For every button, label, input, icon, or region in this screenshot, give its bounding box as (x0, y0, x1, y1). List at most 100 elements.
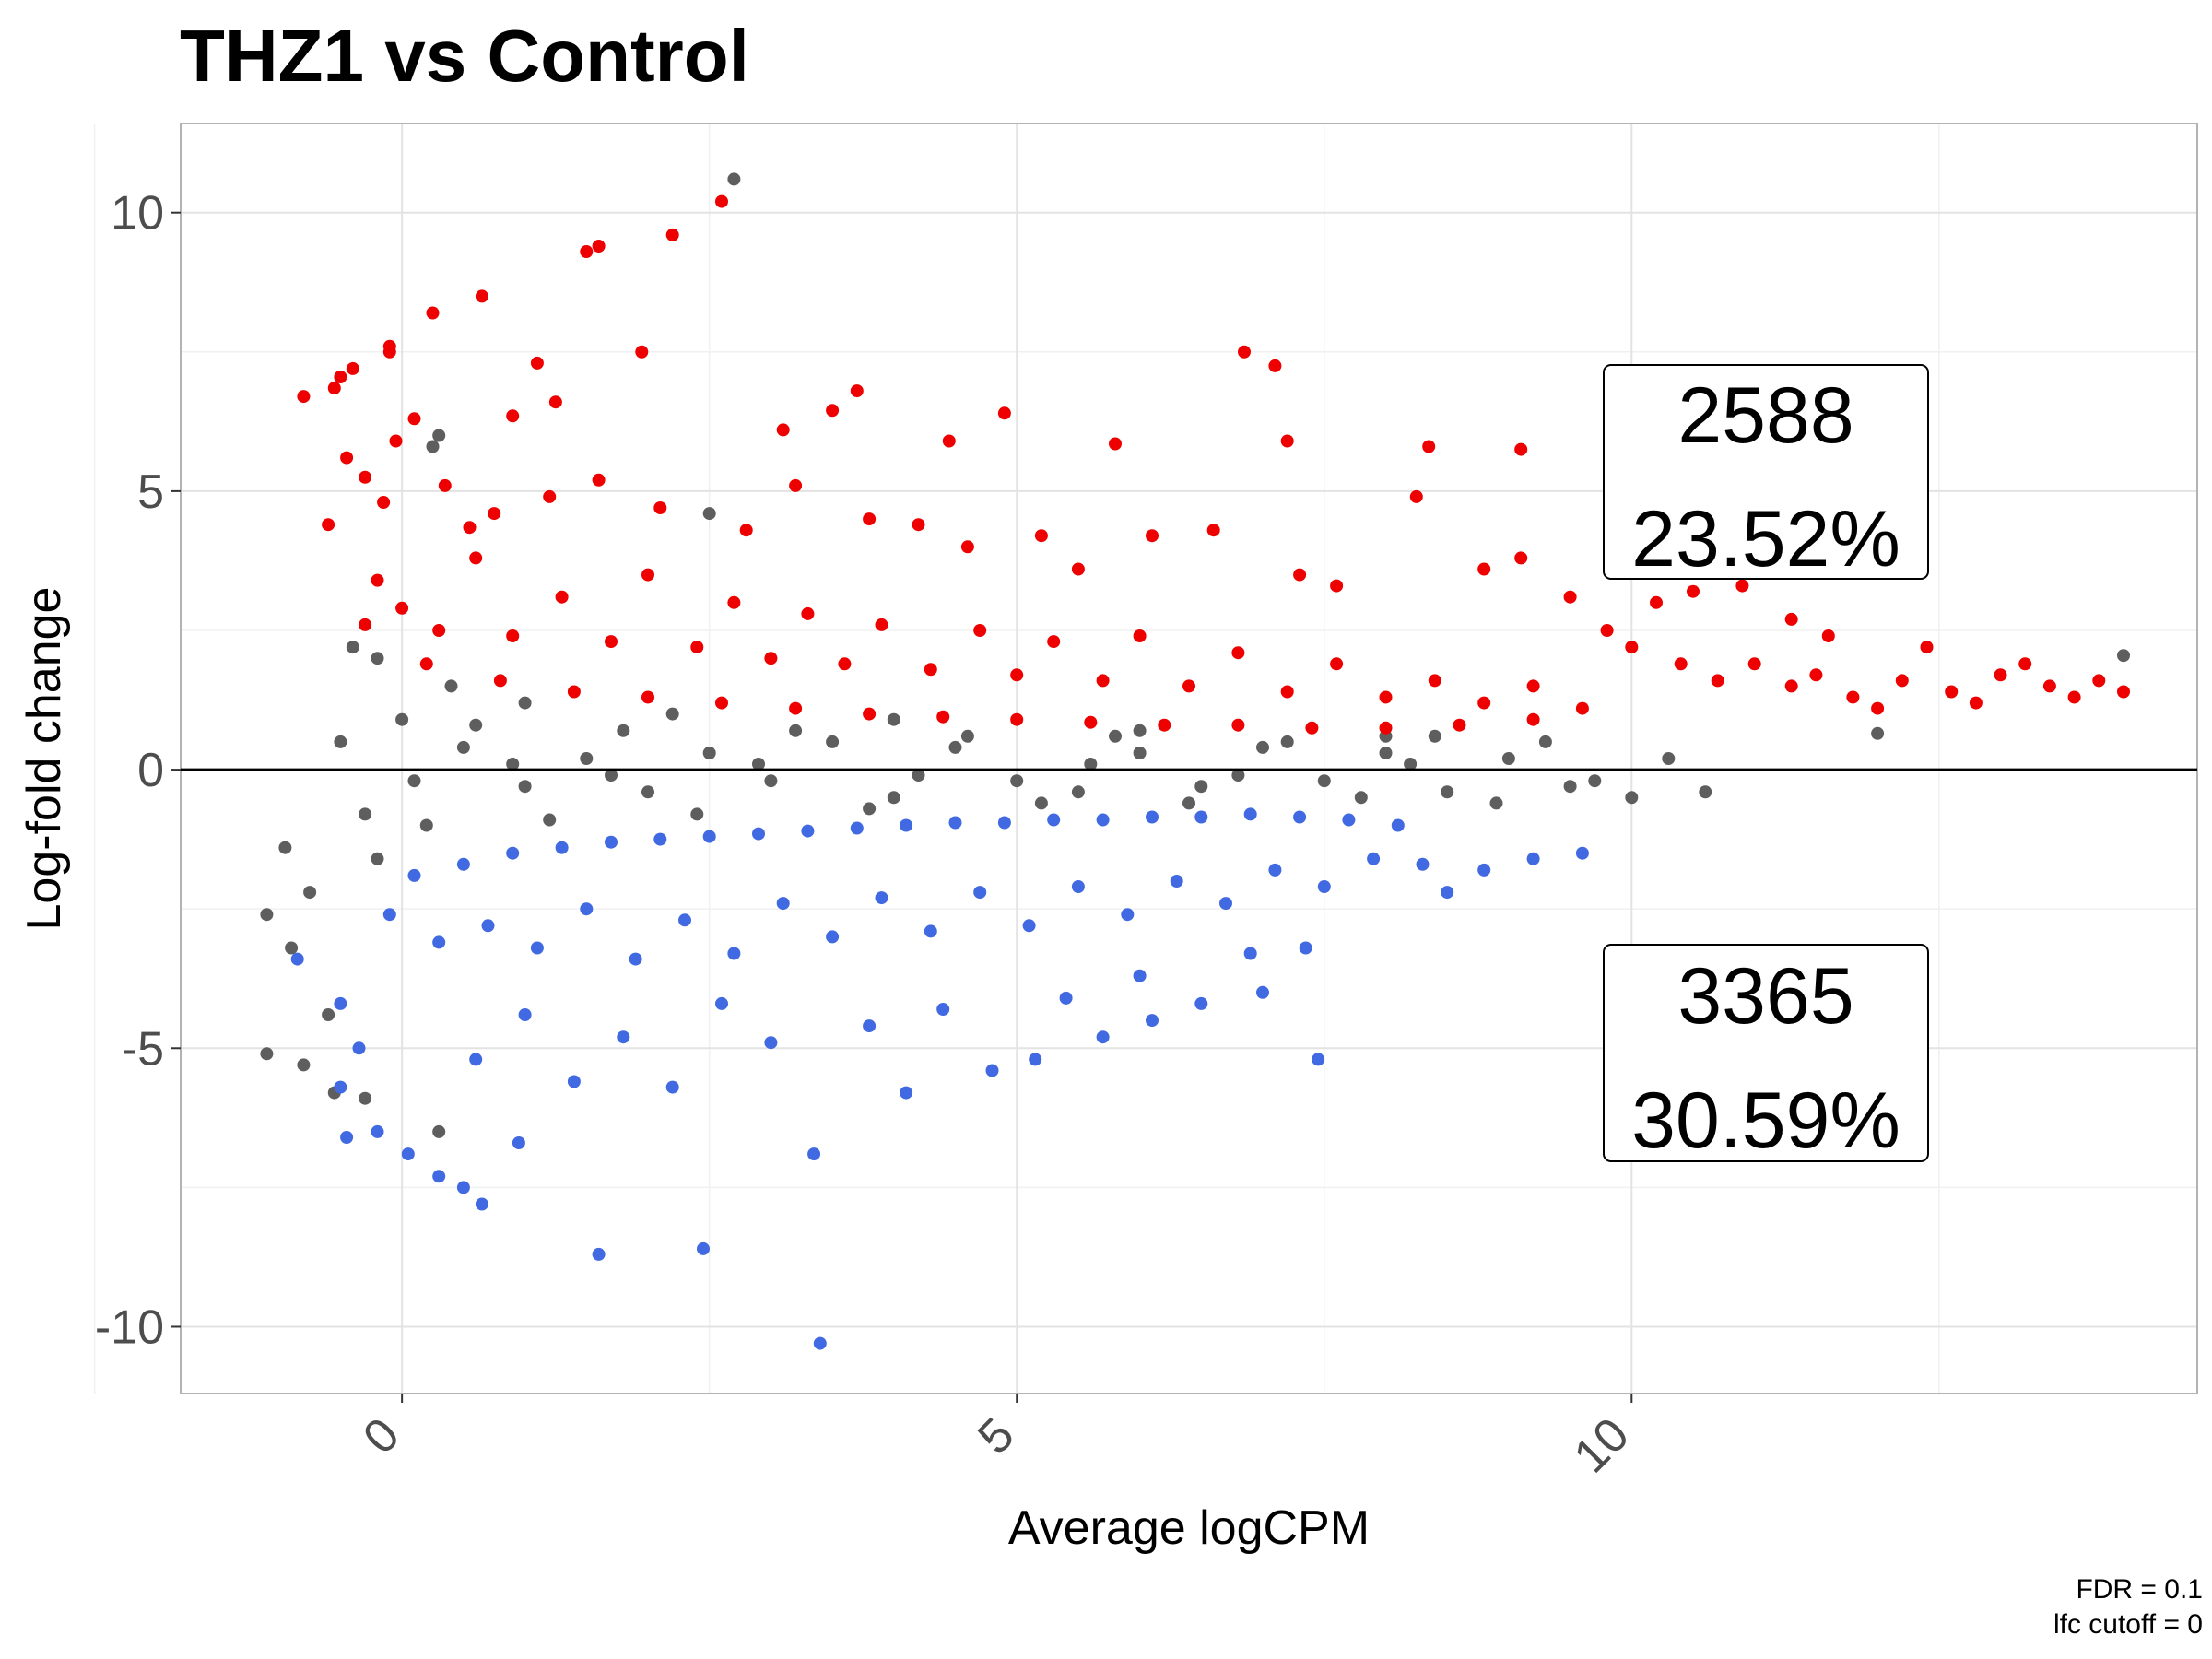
up-point (838, 657, 852, 671)
up-point (850, 384, 864, 398)
y-axis-ticks: -10 -5 0 5 10 (95, 187, 181, 1354)
up-point (1330, 657, 1344, 671)
down-point (1059, 991, 1073, 1005)
down-point (1342, 813, 1356, 827)
y-tick-label: -5 (122, 1022, 164, 1076)
up-annotation-box (1603, 364, 1929, 580)
down-regulated-points (290, 807, 1589, 1350)
ns-point (444, 679, 458, 693)
down-point (352, 1041, 366, 1055)
up-point (1526, 712, 1540, 726)
up-point (826, 404, 840, 418)
up-point (1010, 668, 1024, 682)
up-point (635, 345, 649, 359)
up-point (1821, 629, 1835, 642)
up-point (1238, 345, 1251, 359)
ns-point (1441, 785, 1454, 799)
down-point (1575, 846, 1589, 860)
up-point (389, 434, 403, 448)
up-point (567, 685, 581, 699)
ns-point (1538, 735, 1552, 748)
down-point (371, 1124, 384, 1138)
up-point (727, 595, 741, 609)
down-point (334, 996, 347, 1010)
ns-point (752, 758, 765, 771)
down-point (580, 902, 594, 916)
ns-point (1317, 774, 1331, 788)
ns-point (426, 440, 440, 453)
up-point (334, 371, 347, 383)
up-point (1034, 529, 1048, 543)
down-point (1367, 852, 1381, 865)
up-point (1280, 685, 1294, 699)
up-point (463, 521, 477, 535)
up-point (960, 540, 974, 554)
up-point (1514, 551, 1528, 565)
ns-point (303, 886, 317, 900)
ns-point (1182, 796, 1195, 810)
down-point (678, 913, 691, 927)
down-point (1391, 818, 1405, 832)
down-point (697, 1241, 710, 1255)
down-point (1219, 897, 1232, 911)
down-point (1243, 947, 1257, 960)
up-point (1846, 690, 1860, 704)
up-point (1477, 562, 1491, 576)
up-point (506, 629, 520, 642)
up-point (1305, 721, 1319, 735)
x-tick-label: 5 (968, 1407, 1024, 1464)
up-point (371, 573, 384, 587)
ns-point (1084, 758, 1098, 771)
up-point (776, 423, 790, 437)
ns-point (1489, 796, 1503, 810)
down-point (290, 952, 304, 966)
up-point (327, 382, 341, 395)
down-point (1312, 1053, 1325, 1066)
down-point (1194, 996, 1208, 1010)
down-point (1146, 810, 1159, 824)
up-point (1945, 685, 1959, 699)
down-point (1416, 857, 1430, 871)
ns-point (432, 1124, 446, 1138)
down-annotation-box (1603, 944, 1929, 1162)
up-point (382, 339, 396, 353)
down-point (985, 1064, 999, 1077)
ns-point (1588, 774, 1602, 788)
ns-point (1501, 752, 1515, 765)
up-point (1563, 590, 1577, 604)
down-point (512, 1136, 525, 1149)
ns-point (518, 696, 532, 710)
up-point (426, 306, 440, 320)
ns-point (764, 774, 778, 788)
down-point (875, 891, 888, 905)
ns-point (419, 818, 433, 832)
up-point (1650, 595, 1663, 609)
up-point (322, 518, 335, 532)
up-point (715, 696, 728, 710)
down-point (506, 846, 520, 860)
ns-point (371, 652, 384, 665)
x-tick-label: 10 (1564, 1407, 1640, 1483)
up-point (592, 473, 606, 487)
ns-point (1109, 729, 1122, 743)
up-point (1133, 629, 1147, 642)
up-point (1969, 696, 1983, 710)
down-point (1243, 807, 1257, 821)
down-point (469, 1053, 483, 1066)
ns-point (960, 729, 974, 743)
down-point (1317, 880, 1331, 893)
down-point (401, 1147, 415, 1161)
up-point (1084, 715, 1098, 729)
ns-point (690, 807, 704, 821)
down-point (1194, 810, 1208, 824)
up-point (1146, 529, 1159, 543)
up-point (543, 489, 557, 503)
down-point (605, 835, 618, 849)
ns-point (702, 507, 716, 521)
up-point (1674, 657, 1688, 671)
down-point (1022, 919, 1036, 933)
up-point (1526, 679, 1540, 693)
ns-point (912, 769, 925, 782)
up-point (1747, 657, 1761, 671)
